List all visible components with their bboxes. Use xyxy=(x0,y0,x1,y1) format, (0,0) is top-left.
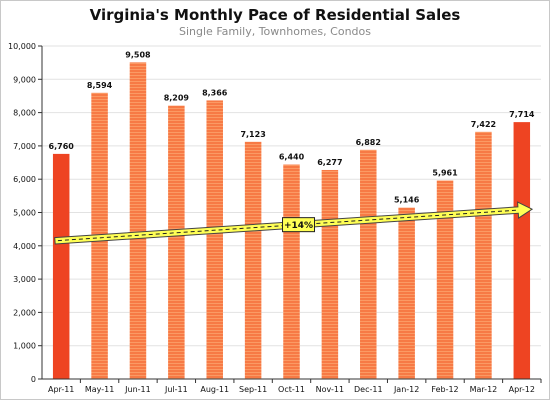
data-label: 7,123 xyxy=(240,130,265,139)
chart-title: Virginia's Monthly Pace of Residential S… xyxy=(89,6,461,24)
trend-label-box xyxy=(282,217,316,233)
y-tick-label: 4,000 xyxy=(13,242,36,251)
bar xyxy=(129,62,147,379)
bar xyxy=(206,100,223,379)
trend-label: +14% xyxy=(284,221,313,231)
x-tick-label: Jan-12 xyxy=(393,385,419,394)
data-label: 6,760 xyxy=(49,142,75,151)
data-label: 5,961 xyxy=(432,168,458,177)
x-tick-label: Mar-12 xyxy=(470,385,498,394)
y-axis-ticks: 0 1,000 2,000 3,000 4,000 5,000 6,000 7,000 8,00… xyxy=(8,42,42,384)
y-tick-label: 8,000 xyxy=(13,109,36,118)
x-tick-label: May-11 xyxy=(85,385,114,394)
data-label: 6,882 xyxy=(356,138,381,147)
x-tick-label: Feb-12 xyxy=(431,385,458,394)
x-tick-label: Apr-12 xyxy=(509,385,535,394)
bar xyxy=(283,164,300,379)
bar xyxy=(321,169,339,379)
trend-arrow: +14% xyxy=(54,201,534,245)
y-tick-label: 9,000 xyxy=(13,75,36,84)
x-tick-label: Aug-11 xyxy=(200,385,229,394)
y-tick-label: 2,000 xyxy=(13,308,36,317)
bar xyxy=(244,141,262,379)
data-label: 7,422 xyxy=(471,120,496,129)
data-label: 7,714 xyxy=(509,110,535,119)
x-tick-label: Apr-11 xyxy=(48,385,74,394)
bar xyxy=(398,207,415,379)
x-tick-label: Jul-11 xyxy=(164,385,188,394)
data-labels: 6,760 8,594 9,508 8,209 8,366 7,123 6,440 6,277… xyxy=(49,50,535,204)
data-label: 8,594 xyxy=(87,81,113,90)
y-tick-label: 1,000 xyxy=(13,342,36,351)
y-tick-label: 7,000 xyxy=(13,142,36,151)
y-tick-label: 10,000 xyxy=(8,42,36,51)
data-label: 5,146 xyxy=(394,196,420,205)
y-tick-label: 0 xyxy=(31,375,36,384)
bar xyxy=(513,122,531,379)
y-tick-label: 5,000 xyxy=(13,209,36,218)
x-tick-label: Sep-11 xyxy=(239,385,267,394)
data-label: 8,366 xyxy=(202,88,228,97)
data-label: 8,209 xyxy=(164,94,190,103)
y-tick-label: 6,000 xyxy=(13,175,36,184)
bar xyxy=(360,149,377,379)
x-axis-ticks: Apr-11 May-11 Jun-11 Jul-11 Aug-11 Sep-11 Oct-… xyxy=(48,379,542,394)
data-label: 6,277 xyxy=(317,158,342,167)
x-tick-label: Jun-11 xyxy=(124,385,151,394)
x-tick-label: Nov-11 xyxy=(316,385,344,394)
axes xyxy=(41,46,541,380)
x-tick-label: Dec-11 xyxy=(354,385,383,394)
x-tick-label: Oct-11 xyxy=(278,385,305,394)
data-label: 9,508 xyxy=(125,50,151,59)
bar xyxy=(436,180,454,379)
data-label: 6,440 xyxy=(279,153,305,162)
bar xyxy=(475,131,492,379)
chart-subtitle: Single Family, Townhomes, Condos xyxy=(179,25,371,38)
y-tick-label: 3,000 xyxy=(13,275,36,284)
bar xyxy=(168,105,185,380)
bar xyxy=(52,153,70,379)
